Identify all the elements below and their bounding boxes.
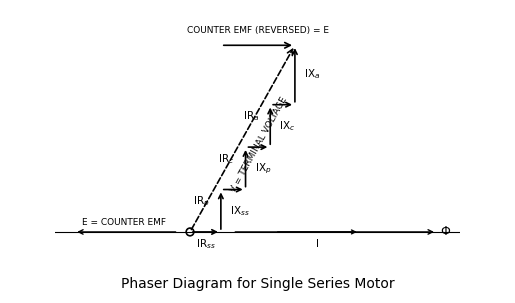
Text: Phaser Diagram for Single Series Motor: Phaser Diagram for Single Series Motor <box>121 277 394 291</box>
Text: I: I <box>316 239 319 249</box>
Text: $\mathregular{IR}_{ss}$: $\mathregular{IR}_{ss}$ <box>196 237 215 251</box>
Text: $\mathregular{IX}_{c}$: $\mathregular{IX}_{c}$ <box>280 119 296 133</box>
Text: Φ: Φ <box>441 225 451 238</box>
Text: $\mathregular{IR}_{a}$: $\mathregular{IR}_{a}$ <box>243 109 260 123</box>
Text: V = TERMINAL VOLTAGE: V = TERMINAL VOLTAGE <box>229 96 289 194</box>
Text: COUNTER EMF (REVERSED) = E: COUNTER EMF (REVERSED) = E <box>187 26 329 35</box>
Text: $\mathregular{IR}_{p}$: $\mathregular{IR}_{p}$ <box>194 194 210 208</box>
Text: $\mathregular{IX}_{p}$: $\mathregular{IX}_{p}$ <box>255 161 271 176</box>
Text: $\mathregular{IR}_{c}$: $\mathregular{IR}_{c}$ <box>218 152 235 165</box>
Text: E = COUNTER EMF: E = COUNTER EMF <box>82 218 166 227</box>
Text: $\mathregular{IX}_{a}$: $\mathregular{IX}_{a}$ <box>304 68 320 82</box>
Text: $\mathregular{IX}_{ss}$: $\mathregular{IX}_{ss}$ <box>230 204 250 218</box>
